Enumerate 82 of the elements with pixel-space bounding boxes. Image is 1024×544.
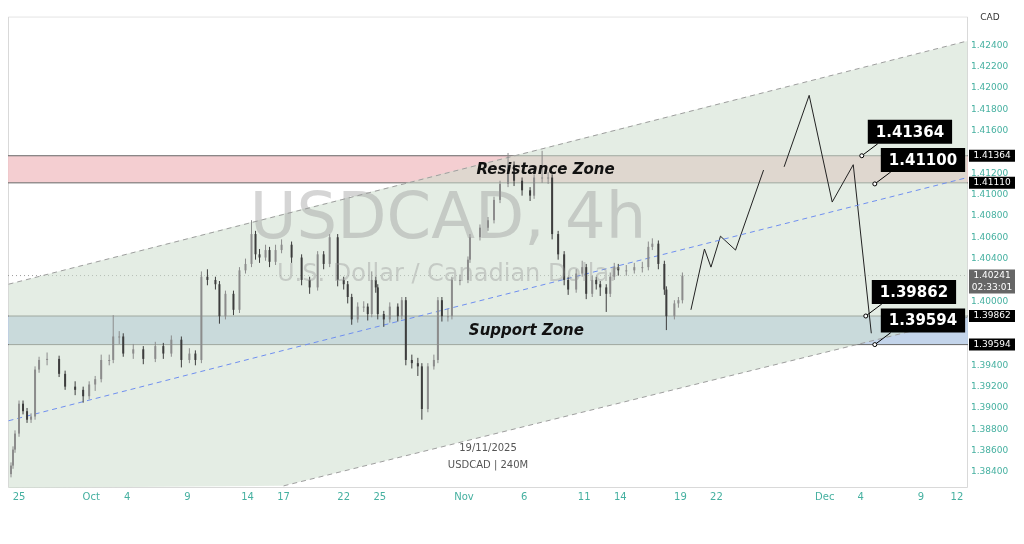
candlestick (122, 332, 125, 358)
annotation: 1.39594 (888, 311, 958, 330)
x-tick-label: 4 (857, 490, 864, 502)
x-tick-label: 9 (184, 490, 191, 502)
x-tick-label: 11 (577, 490, 591, 502)
candlestick (350, 293, 353, 326)
candlestick (74, 380, 77, 396)
annotation: 1.39862 (879, 282, 949, 301)
candlestick (432, 354, 435, 371)
candlestick (400, 296, 403, 320)
ref-line-label: 1.40241 02:33:01 (971, 269, 1013, 292)
x-tick-label: Dec (815, 490, 835, 502)
candlestick (100, 354, 103, 383)
candlestick (232, 290, 235, 316)
candlestick (647, 241, 650, 271)
candlestick (346, 280, 349, 304)
candlestick (142, 345, 145, 365)
y-tick-label: 1.42200 (971, 60, 1009, 71)
y-tick-label: 1.39400 (971, 359, 1009, 370)
y-tick-label: 1.38400 (971, 466, 1009, 477)
candlestick (446, 308, 449, 323)
candlestick (30, 412, 33, 424)
x-tick-label: 22 (710, 490, 723, 502)
ref-line-label: 1.41364 (973, 150, 1011, 161)
candlestick (605, 283, 608, 313)
candlestick (112, 314, 115, 364)
candlestick (362, 300, 365, 313)
y-tick-label: 1.38600 (971, 445, 1009, 455)
y-tick-label: 1.40600 (971, 231, 1009, 242)
x-tick-label: 14 (241, 490, 254, 502)
candlestick (557, 230, 560, 261)
candlestick (64, 370, 67, 391)
y-tick-label: 1.40800 (971, 210, 1009, 221)
candlestick (46, 352, 49, 366)
annotation: 1.41100 (888, 150, 958, 169)
x-tick-label: 17 (277, 490, 290, 502)
band-label: Support Zone (468, 321, 584, 340)
candlestick (180, 335, 183, 368)
candlestick (224, 290, 227, 320)
y-axis-title: CAD (980, 11, 1000, 22)
y-tick-label: 1.42400 (971, 39, 1009, 50)
x-tick-label: 25 (373, 490, 387, 502)
x-tick-label: Oct (82, 490, 100, 502)
x-tick-label: 25 (12, 490, 26, 502)
y-tick-label: 1.41000 (971, 188, 1009, 199)
y-tick-label: 1.40400 (971, 252, 1009, 263)
y-tick-label: 1.40000 (971, 295, 1009, 306)
ref-line-label: 1.41110 (973, 177, 1011, 188)
x-tick-label: 6 (520, 490, 528, 502)
x-tick-label: 19 (674, 490, 687, 502)
candlestick (440, 296, 443, 323)
y-tick-label: 1.38800 (971, 423, 1009, 434)
x-tick-label: 4 (124, 490, 131, 502)
annotation: USDCAD | 240M (447, 458, 529, 471)
candlestick (625, 264, 628, 277)
candlestick (170, 334, 173, 358)
ref-line-label: 1.39594 (973, 338, 1011, 349)
x-tick-label: Nov (454, 490, 474, 502)
x-tick-label: 14 (613, 490, 627, 502)
candlestick (88, 380, 91, 400)
candlestick (673, 299, 676, 320)
y-tick-label: 1.42000 (971, 82, 1009, 93)
y-tick-label: 1.41600 (971, 124, 1009, 135)
y-tick-label: 1.41200 (971, 167, 1009, 178)
candlestick (416, 357, 419, 377)
candlestick (396, 302, 399, 323)
annotation: 1.41364 (875, 122, 945, 141)
candlestick (388, 301, 391, 324)
candlestick (154, 341, 157, 363)
candlestick (118, 330, 121, 345)
y-tick-label: 1.39200 (971, 380, 1009, 391)
y-tick-label: 1.41800 (971, 103, 1009, 114)
x-tick-label: 22 (337, 490, 351, 502)
annotation: 19/11/2025 (459, 441, 517, 453)
candlestick (356, 301, 359, 324)
candlestick (58, 355, 61, 378)
x-tick-label: 9 (917, 490, 925, 502)
candlestick (18, 400, 21, 438)
x-tick-label: 12 (950, 490, 964, 502)
candlestick (657, 239, 660, 270)
ref-line-label: 1.39862 (973, 310, 1011, 321)
y-tick-label: 1.39000 (971, 402, 1009, 413)
